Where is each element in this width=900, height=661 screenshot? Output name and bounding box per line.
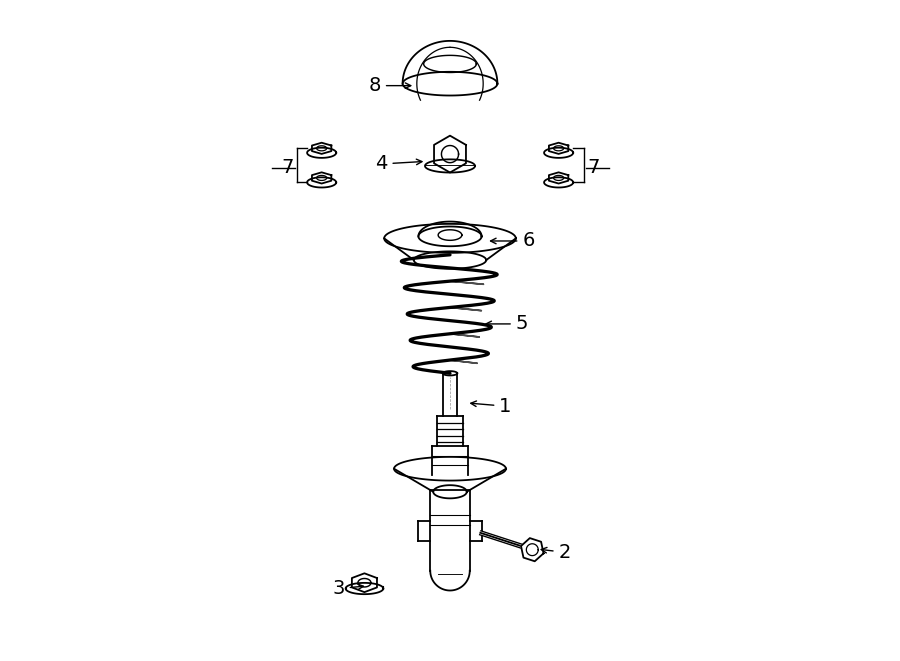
Text: 3: 3 xyxy=(332,579,364,598)
Text: 5: 5 xyxy=(486,315,528,333)
Text: 2: 2 xyxy=(541,543,571,562)
Text: 1: 1 xyxy=(471,397,512,416)
Text: 7: 7 xyxy=(587,158,599,177)
Text: 6: 6 xyxy=(491,231,535,251)
Text: 8: 8 xyxy=(368,76,410,95)
Text: 7: 7 xyxy=(281,158,293,177)
Polygon shape xyxy=(521,538,544,561)
Text: 4: 4 xyxy=(375,155,422,173)
